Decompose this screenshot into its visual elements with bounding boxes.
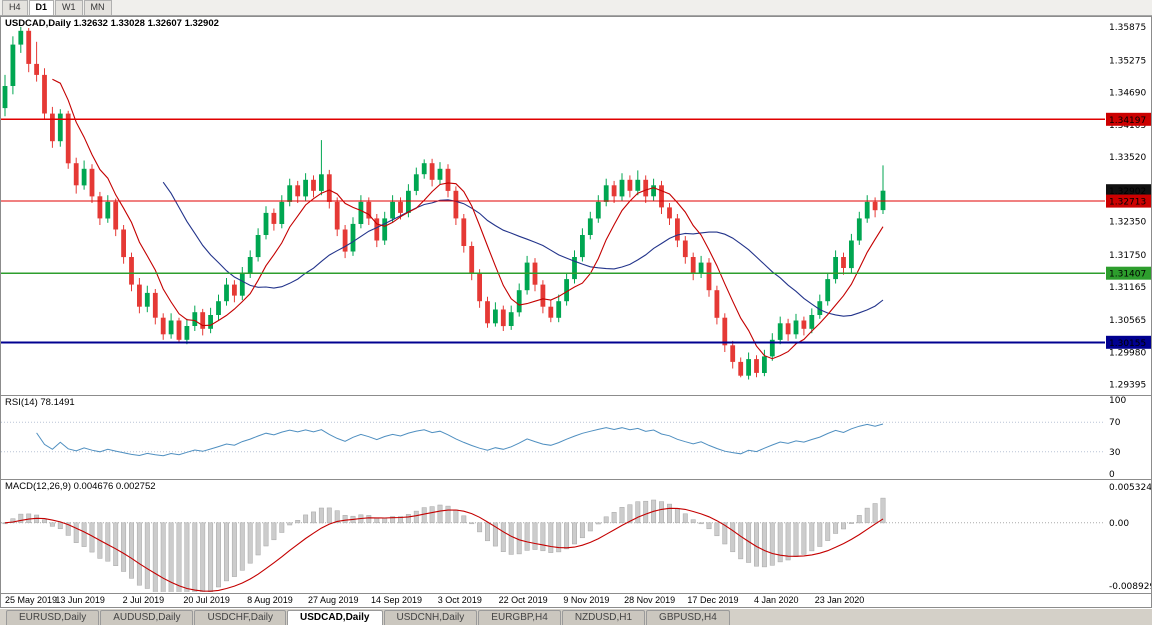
timeframe-toolbar: H4 D1 W1 MN: [0, 0, 1152, 16]
chart-tabs-bar: EURUSD,Daily AUDUSD,Daily USDCHF,Daily U…: [0, 608, 1152, 625]
x-axis-date-label: 8 Aug 2019: [247, 595, 293, 605]
timeframe-button-w1[interactable]: W1: [55, 0, 83, 15]
svg-text:1.29395: 1.29395: [1109, 381, 1146, 391]
svg-text:1.31165: 1.31165: [1109, 283, 1146, 293]
tab-usdcnh-daily[interactable]: USDCNH,Daily: [383, 610, 478, 625]
macd-label: MACD(12,26,9) 0.004676 0.002752: [5, 481, 156, 492]
svg-text:1.32902: 1.32902: [1109, 187, 1146, 197]
x-axis-date-label: 22 Oct 2019: [498, 595, 548, 605]
chart-title: USDCAD,Daily 1.32632 1.33028 1.32607 1.3…: [5, 18, 219, 29]
x-axis-date-label: 17 Dec 2019: [687, 595, 739, 605]
svg-text:1.34197: 1.34197: [1109, 116, 1146, 126]
svg-text:0: 0: [1109, 470, 1115, 478]
tab-nzdusd-h1[interactable]: NZDUSD,H1: [561, 610, 646, 625]
x-axis-date-label: 2 Jul 2019: [122, 595, 165, 605]
svg-text:1.35875: 1.35875: [1109, 23, 1146, 33]
svg-text:-0.008929: -0.008929: [1109, 582, 1151, 592]
x-axis-date-label: 20 Jul 2019: [183, 595, 230, 605]
svg-text:1.31407: 1.31407: [1109, 270, 1146, 280]
svg-text:1.34105: 1.34105: [1109, 121, 1146, 131]
svg-text:1.33520: 1.33520: [1109, 153, 1146, 163]
timeframe-button-h4[interactable]: H4: [2, 0, 28, 15]
tab-audusd-daily[interactable]: AUDUSD,Daily: [100, 610, 194, 625]
svg-text:100: 100: [1109, 396, 1126, 406]
tab-eurusd-daily[interactable]: EURUSD,Daily: [6, 610, 100, 625]
svg-text:1.31750: 1.31750: [1109, 251, 1146, 261]
rsi-chart-canvas[interactable]: 100 70 30 0: [1, 396, 1151, 478]
svg-text:1.30565: 1.30565: [1109, 316, 1146, 326]
tab-usdchf-daily[interactable]: USDCHF,Daily: [194, 610, 287, 625]
x-axis-date-label: 28 Nov 2019: [624, 595, 676, 605]
tab-gbpusd-h4[interactable]: GBPUSD,H4: [646, 610, 730, 625]
x-axis-date-label: 23 Jan 2020: [814, 595, 865, 605]
svg-text:1.34690: 1.34690: [1109, 89, 1146, 99]
time-axis: 25 May 2019 13 Jun 2019 2 Jul 2019 20 Jul 2…: [0, 594, 1152, 608]
macd-indicator-panel[interactable]: MACD(12,26,9) 0.004676 0.002752 0.005324…: [0, 480, 1152, 594]
x-axis-date-label: 9 Nov 2019: [563, 595, 610, 605]
svg-text:1.30155: 1.30155: [1109, 339, 1146, 349]
rsi-label: RSI(14) 78.1491: [5, 397, 75, 408]
x-axis-date-label: 4 Jan 2020: [753, 595, 799, 605]
macd-chart-canvas[interactable]: 0.005324 0.00 -0.008929: [1, 480, 1151, 592]
tab-eurgbp-h4[interactable]: EURGBP,H4: [478, 610, 561, 625]
timeframe-button-d1[interactable]: D1: [28, 0, 55, 15]
svg-text:30: 30: [1109, 448, 1121, 458]
x-axis-date-label: 14 Sep 2019: [371, 595, 423, 605]
x-axis-date-label: 27 Aug 2019: [307, 595, 359, 605]
x-axis-date-label: 13 Jun 2019: [55, 595, 105, 605]
svg-text:1.29980: 1.29980: [1109, 348, 1146, 358]
svg-text:0.005324: 0.005324: [1109, 483, 1151, 493]
svg-text:1.35275: 1.35275: [1109, 56, 1146, 66]
x-axis-date-label: 3 Oct 2019: [437, 595, 482, 605]
svg-text:0.00: 0.00: [1109, 519, 1129, 529]
x-axis-date-label: 25 May 2019: [4, 595, 58, 605]
svg-text:1.32713: 1.32713: [1109, 198, 1146, 208]
timeframe-button-mn[interactable]: MN: [83, 0, 112, 15]
rsi-indicator-panel[interactable]: RSI(14) 78.1491 100 70 30 0: [0, 396, 1152, 480]
svg-text:1.32350: 1.32350: [1109, 218, 1146, 228]
tab-usdcad-daily[interactable]: USDCAD,Daily: [287, 610, 383, 625]
svg-text:70: 70: [1109, 418, 1121, 428]
candlestick-chart-canvas[interactable]: 1.35875 1.35275 1.34690 1.34105 1.33520 1.323…: [1, 17, 1151, 395]
main-chart-panel[interactable]: USDCAD,Daily 1.32632 1.33028 1.32607 1.3…: [0, 16, 1152, 396]
